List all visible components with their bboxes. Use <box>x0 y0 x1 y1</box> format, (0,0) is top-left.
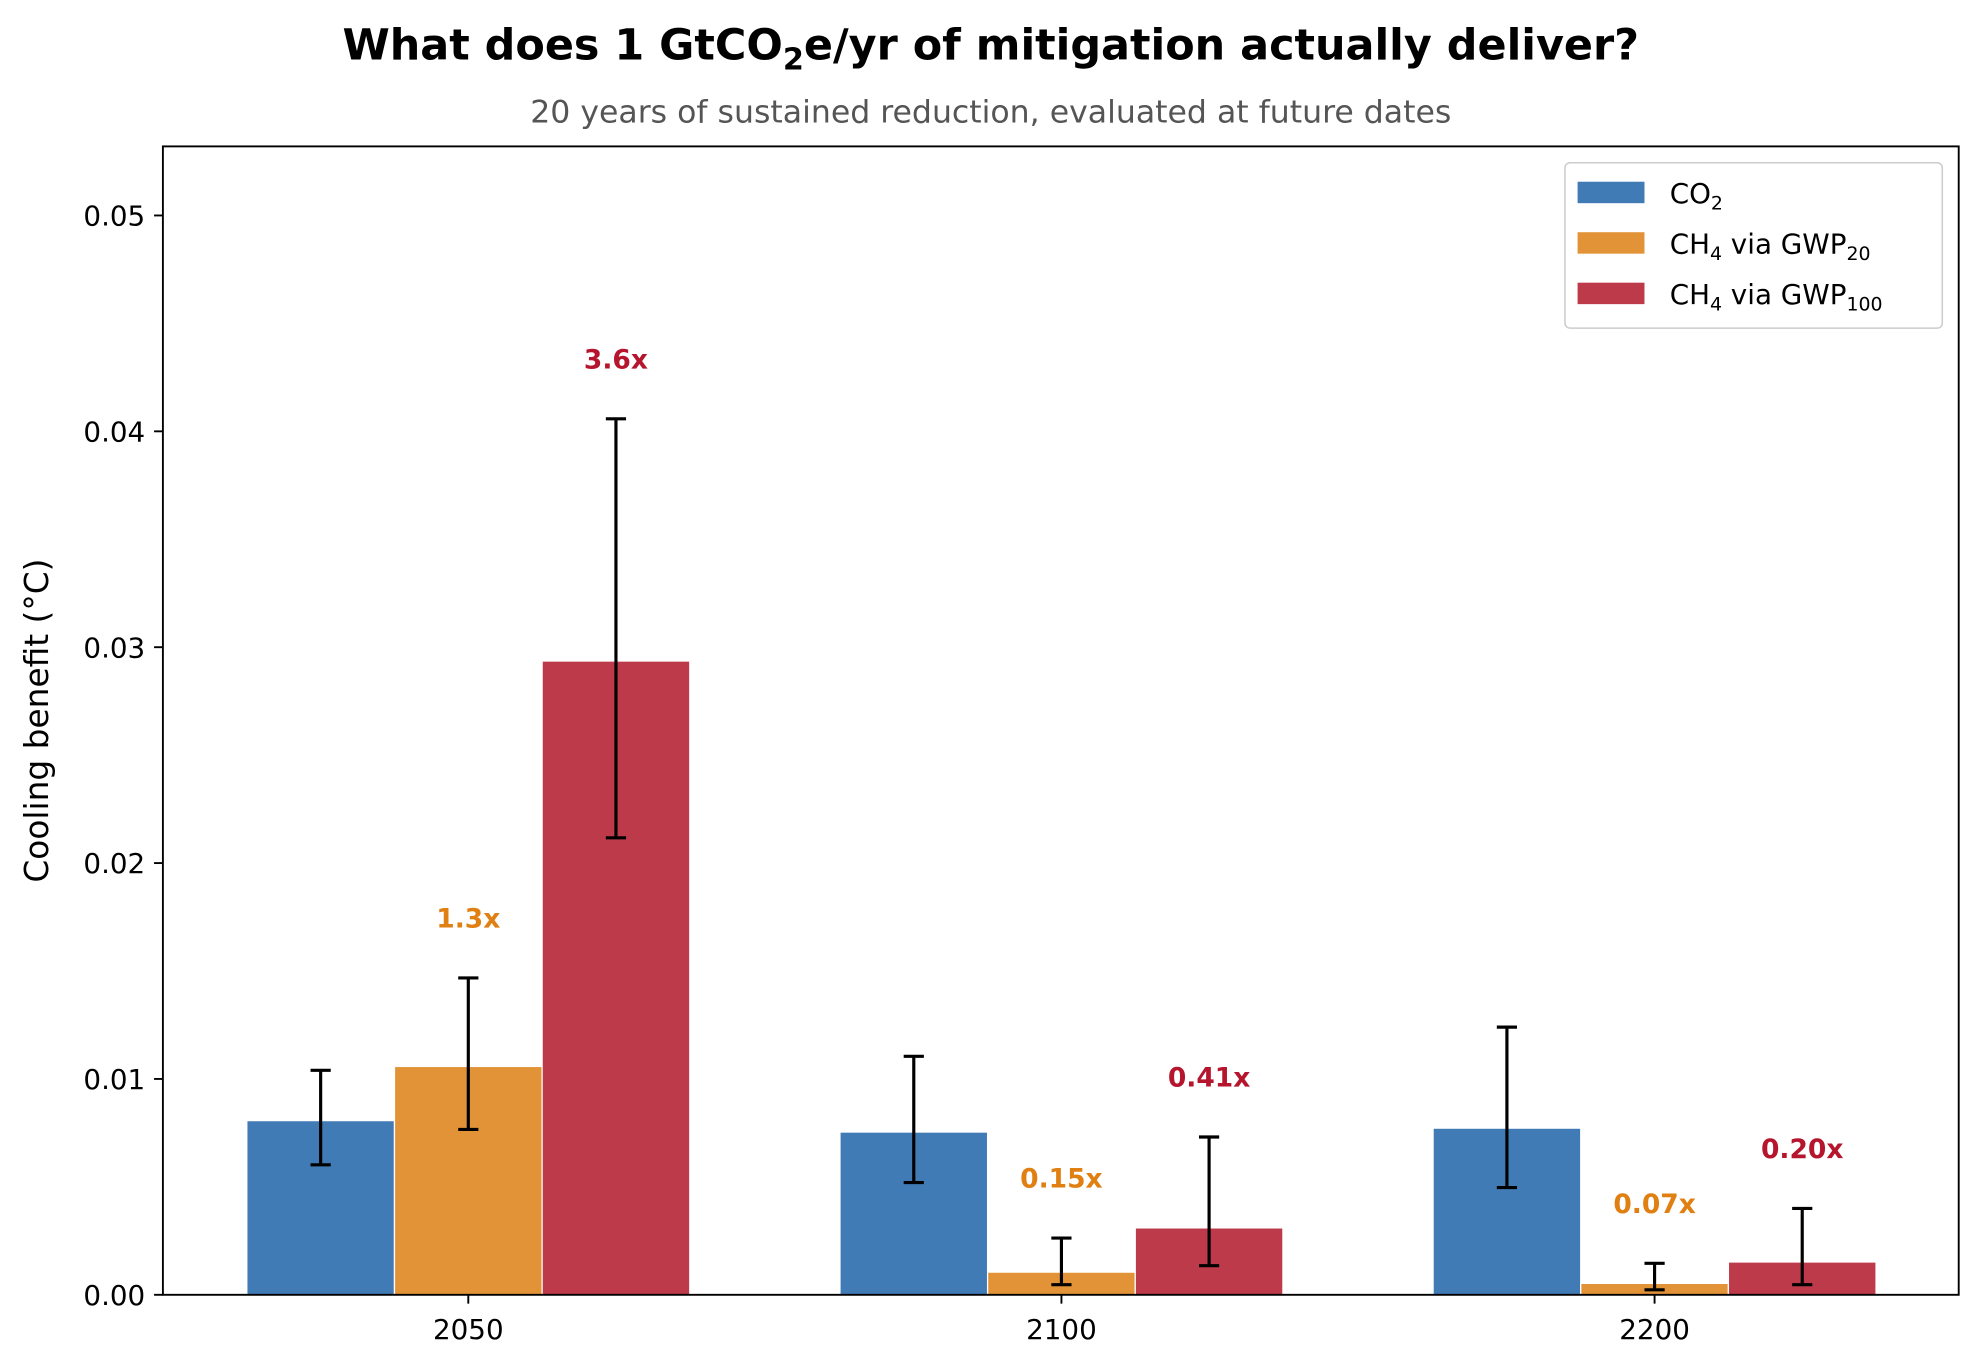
ratio-label: 0.15x <box>1020 1164 1102 1195</box>
y-tick-label: 0.01 <box>83 1063 145 1096</box>
legend: CO2 CH4 via GWP20 CH4 via GWP100 <box>1564 162 1944 329</box>
title-part-1: What does 1 GtCO <box>342 20 782 70</box>
title-subscript: 2 <box>783 42 804 77</box>
legend-entry: CH4 via GWP20 <box>1670 228 1871 265</box>
plot-frame <box>161 145 1960 1296</box>
legend-swatch <box>1577 282 1645 305</box>
y-axis-label: Cooling benefit (°C) <box>18 559 56 883</box>
legend-box <box>1564 162 1944 329</box>
chart-subtitle: 20 years of sustained reduction, evaluat… <box>530 94 1451 130</box>
ratio-label: 3.6x <box>584 344 648 375</box>
legend-swatch <box>1577 232 1645 254</box>
y-tick-label: 0.02 <box>83 847 145 880</box>
y-tick-label: 0.04 <box>83 415 145 448</box>
legend-entry: CO2 <box>1670 177 1723 214</box>
ratio-label: 0.41x <box>1168 1063 1250 1094</box>
ratio-label: 1.3x <box>436 903 500 934</box>
x-tick-label: 2100 <box>1026 1313 1097 1346</box>
chart-title: What does 1 GtCO2e/yr of mitigation actu… <box>342 20 1639 77</box>
title-part-2: e/yr of mitigation actually deliver? <box>804 20 1639 70</box>
y-tick-label: 0.05 <box>83 200 145 233</box>
ratio-label: 0.07x <box>1613 1189 1695 1220</box>
x-tick-label: 2200 <box>1619 1313 1690 1346</box>
legend-entry: CH4 via GWP100 <box>1670 278 1883 315</box>
x-tick-label: 2050 <box>433 1313 504 1346</box>
ratio-label: 0.20x <box>1761 1134 1843 1165</box>
y-tick-label: 0.03 <box>83 631 145 664</box>
y-tick-label: 0.00 <box>83 1279 145 1312</box>
legend-swatch <box>1577 181 1645 204</box>
